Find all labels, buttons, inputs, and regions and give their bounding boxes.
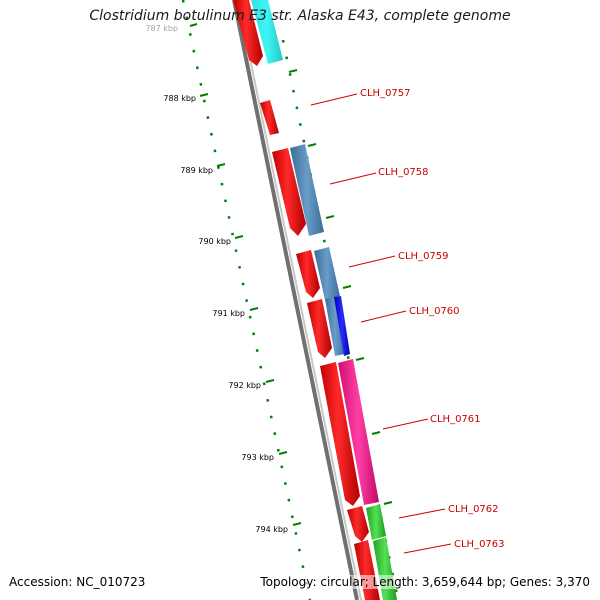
ruler-tick — [278, 451, 288, 455]
cds-arrow[interactable] — [296, 250, 320, 298]
cds-arrow[interactable] — [272, 148, 306, 236]
ruler-label: 791 kbp — [212, 309, 245, 318]
cog-segment[interactable] — [251, 0, 283, 64]
gene-label[interactable]: CLH_0757 — [360, 88, 411, 99]
gene-label[interactable]: CLH_0761 — [430, 414, 481, 425]
ruler-label: 788 kbp — [163, 94, 196, 103]
gene-label[interactable]: CLH_0762 — [448, 504, 499, 515]
map-title: Clostridium botulinum E3 str. Alaska E43… — [89, 8, 511, 24]
ruler-label: 787 kbp — [145, 24, 178, 33]
accession-text: Accession: NC_010723 — [9, 575, 146, 589]
cds-arrow[interactable] — [233, 0, 263, 66]
cds-forward-track — [233, 0, 380, 600]
ruler-label: 792 kbp — [228, 381, 261, 390]
ruler-tick — [265, 379, 275, 383]
gene-label[interactable]: CLH_0763 — [454, 539, 505, 550]
cog-segment[interactable] — [314, 247, 340, 300]
ruler: 787 kbp 788 kbp 789 kbp 790 kbp 791 kbp … — [145, 23, 302, 534]
ruler-label: 790 kbp — [198, 237, 231, 246]
cog-segment[interactable] — [338, 359, 379, 505]
ruler-tick — [199, 93, 209, 97]
cds-arrow[interactable] — [307, 299, 332, 358]
cog-segment[interactable] — [334, 296, 350, 356]
ruler-tick — [216, 163, 226, 167]
ruler-tick — [292, 522, 302, 526]
outer-ring-ticks — [288, 69, 393, 505]
cog-segment[interactable] — [366, 504, 386, 540]
cog-segment[interactable] — [290, 144, 324, 236]
cog-segment[interactable] — [325, 297, 345, 356]
ruler-label: 789 kbp — [180, 166, 213, 175]
cds-arrow[interactable] — [347, 506, 369, 542]
ruler-tick — [189, 23, 198, 27]
ruler-tick — [249, 307, 259, 311]
cds-arrow[interactable] — [260, 100, 279, 135]
gene-label[interactable]: CLH_0758 — [378, 167, 429, 178]
gene-labels: CLH_0757 CLH_0758 CLH_0759 CLH_0760 CLH_… — [360, 88, 505, 550]
gene-label[interactable]: CLH_0759 — [398, 251, 449, 262]
genome-summary-text: Topology: circular; Length: 3,659,644 bp… — [260, 575, 590, 589]
ruler-label: 794 kbp — [255, 525, 288, 534]
ruler-tick — [234, 235, 244, 239]
ruler-label: 793 kbp — [241, 453, 274, 462]
ruler-guide — [181, 0, 312, 600]
gene-label[interactable]: CLH_0760 — [409, 306, 460, 317]
cog-track — [251, 0, 397, 600]
cds-arrow[interactable] — [320, 362, 360, 506]
label-connectors — [310, 93, 452, 554]
backbone — [232, 0, 362, 600]
